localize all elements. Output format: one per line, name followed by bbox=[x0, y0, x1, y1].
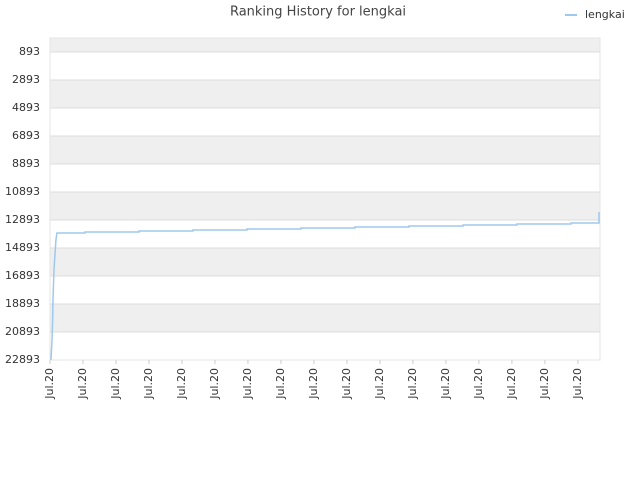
y-tick-label: 8893 bbox=[12, 157, 40, 170]
series-line bbox=[50, 212, 600, 361]
x-tick-label: Jul.20 bbox=[571, 368, 584, 400]
band bbox=[50, 136, 600, 164]
x-tick-label: Jul.20 bbox=[472, 368, 485, 400]
band bbox=[50, 276, 600, 304]
x-tick-label: Jul.20 bbox=[307, 368, 320, 400]
band bbox=[50, 304, 600, 332]
x-tick-label: Jul.20 bbox=[43, 368, 56, 400]
band bbox=[50, 248, 600, 276]
y-tick-label: 14893 bbox=[5, 241, 40, 254]
legend-label: lengkai bbox=[585, 8, 625, 21]
band bbox=[50, 192, 600, 220]
x-tick-label: Jul.20 bbox=[142, 368, 155, 400]
y-tick-label: 12893 bbox=[5, 213, 40, 226]
x-tick-label: Jul.20 bbox=[175, 368, 188, 400]
y-tick-label: 893 bbox=[19, 45, 40, 58]
x-tick-label: Jul.20 bbox=[373, 368, 386, 400]
band bbox=[50, 332, 600, 360]
y-tick-label: 18893 bbox=[5, 297, 40, 310]
x-tick-label: Jul.20 bbox=[538, 368, 551, 400]
y-tick-label: 4893 bbox=[12, 101, 40, 114]
band bbox=[50, 38, 600, 52]
x-tick-label: Jul.20 bbox=[505, 368, 518, 400]
band bbox=[50, 164, 600, 192]
x-tick-label: Jul.20 bbox=[340, 368, 353, 400]
x-tick-label: Jul.20 bbox=[208, 368, 221, 400]
x-tick-label: Jul.20 bbox=[274, 368, 287, 400]
x-tick-label: Jul.20 bbox=[406, 368, 419, 400]
chart-title: Ranking History for lengkai bbox=[230, 5, 406, 20]
y-tick-label: 10893 bbox=[5, 185, 40, 198]
band bbox=[50, 80, 600, 108]
y-tick-label: 6893 bbox=[12, 129, 40, 142]
y-tick-label: 22893 bbox=[5, 353, 40, 366]
x-tick-label: Jul.20 bbox=[109, 368, 122, 400]
x-tick-label: Jul.20 bbox=[439, 368, 452, 400]
y-tick-label: 16893 bbox=[5, 269, 40, 282]
band bbox=[50, 52, 600, 80]
band bbox=[50, 108, 600, 136]
plot-border bbox=[49, 37, 601, 361]
y-tick-label: 20893 bbox=[5, 325, 40, 338]
x-tick-label: Jul.20 bbox=[241, 368, 254, 400]
x-tick-label: Jul.20 bbox=[76, 368, 89, 400]
y-tick-label: 2893 bbox=[12, 73, 40, 86]
